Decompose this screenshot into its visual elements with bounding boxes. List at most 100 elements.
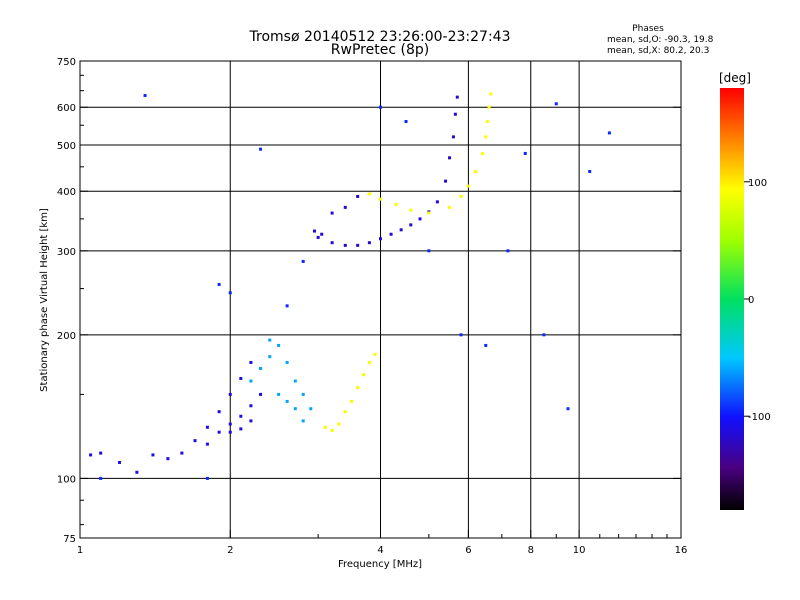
data-point — [89, 453, 93, 457]
colorbar-label: [deg] — [719, 71, 751, 85]
data-point — [301, 259, 305, 263]
data-point — [330, 241, 334, 245]
x-tick-label: 10 — [573, 545, 586, 556]
colorbar-ticks: 100 0 -100 — [744, 178, 771, 423]
data-point — [448, 156, 452, 160]
data-point — [228, 291, 232, 295]
data-point — [228, 430, 232, 434]
data-point — [409, 223, 413, 227]
y-tick-label: 100 — [57, 474, 76, 485]
stats-heading: Phases — [632, 24, 664, 34]
x-tick-label: 6 — [465, 545, 471, 556]
data-point — [285, 360, 289, 364]
data-point — [99, 451, 103, 455]
data-point — [435, 200, 439, 204]
data-point — [301, 392, 305, 396]
data-point — [367, 241, 371, 245]
x-tick-label: 1 — [77, 545, 83, 556]
data-point — [268, 338, 272, 342]
data-point — [143, 93, 147, 97]
data-point — [228, 392, 232, 396]
data-point — [554, 102, 558, 106]
data-point — [239, 427, 243, 431]
data-point — [330, 429, 334, 433]
data-point — [293, 379, 297, 383]
data-point — [489, 92, 493, 96]
data-point — [588, 169, 592, 173]
colorbar-tick-label: -100 — [748, 412, 771, 423]
data-point — [118, 460, 122, 464]
data-point — [506, 249, 510, 253]
data-point — [453, 112, 457, 116]
x-axis-label: Frequency [MHz] — [338, 559, 422, 570]
data-point — [485, 120, 489, 124]
data-point — [350, 399, 354, 403]
data-point — [367, 192, 371, 196]
data-point — [451, 135, 455, 139]
data-point — [356, 194, 360, 198]
stats-line-x: mean, sd,X: 80.2, 20.3 — [607, 46, 709, 56]
data-point — [99, 476, 103, 480]
data-point — [566, 407, 570, 411]
y-tick-label: 300 — [57, 247, 76, 258]
data-point — [484, 343, 488, 347]
data-point — [356, 243, 360, 247]
x-tick-label: 8 — [528, 545, 534, 556]
data-point — [330, 211, 334, 215]
stats-line-o: mean, sd,O: -90.3, 19.8 — [607, 35, 714, 45]
data-point — [523, 151, 527, 155]
data-point — [427, 211, 431, 215]
data-point — [379, 197, 382, 201]
data-point — [239, 376, 243, 380]
data-point — [135, 470, 139, 474]
data-point — [277, 392, 281, 396]
data-point — [151, 453, 155, 457]
data-point — [205, 442, 209, 446]
data-point — [205, 476, 209, 480]
data-point — [480, 151, 484, 155]
data-point — [205, 425, 209, 429]
data-point — [309, 407, 313, 411]
data-point — [228, 422, 232, 426]
y-tick-label: 750 — [57, 57, 76, 68]
data-point — [259, 366, 263, 370]
data-point — [180, 451, 184, 455]
data-point — [249, 379, 253, 383]
data-point — [343, 243, 347, 247]
data-point — [249, 360, 253, 364]
data-point — [542, 333, 546, 337]
data-point — [320, 232, 324, 236]
data-point — [487, 105, 491, 109]
colorbar-tick-label: 0 — [748, 295, 754, 306]
data-point — [249, 419, 253, 423]
data-point — [466, 184, 470, 188]
data-point — [343, 410, 347, 414]
data-point — [217, 282, 221, 286]
colorbar-tick-label: 100 — [748, 178, 767, 189]
data-point — [285, 399, 289, 403]
y-axis-label: Stationary phase Virtual Height [km] — [39, 208, 50, 392]
data-point — [166, 457, 170, 461]
data-point — [285, 304, 289, 308]
chart-subtitle: RwPretec (8p) — [331, 42, 429, 58]
data-point — [337, 422, 341, 426]
data-point — [293, 407, 297, 411]
data-point — [427, 249, 431, 253]
data-point — [379, 237, 382, 241]
data-point — [193, 439, 197, 443]
data-point — [455, 95, 459, 99]
data-point — [316, 235, 320, 239]
y-tick-label: 75 — [63, 534, 76, 545]
y-tick-label: 600 — [57, 103, 76, 114]
data-point — [259, 392, 263, 396]
chart-title: Tromsø 20140512 23:26:00-23:27:43 — [249, 29, 511, 45]
data-point — [394, 203, 398, 207]
data-point — [409, 208, 413, 212]
data-point — [459, 333, 463, 337]
data-point — [268, 355, 272, 359]
data-point — [217, 430, 221, 434]
data-point — [356, 386, 360, 390]
data-point — [404, 120, 408, 124]
data-point — [444, 179, 448, 183]
